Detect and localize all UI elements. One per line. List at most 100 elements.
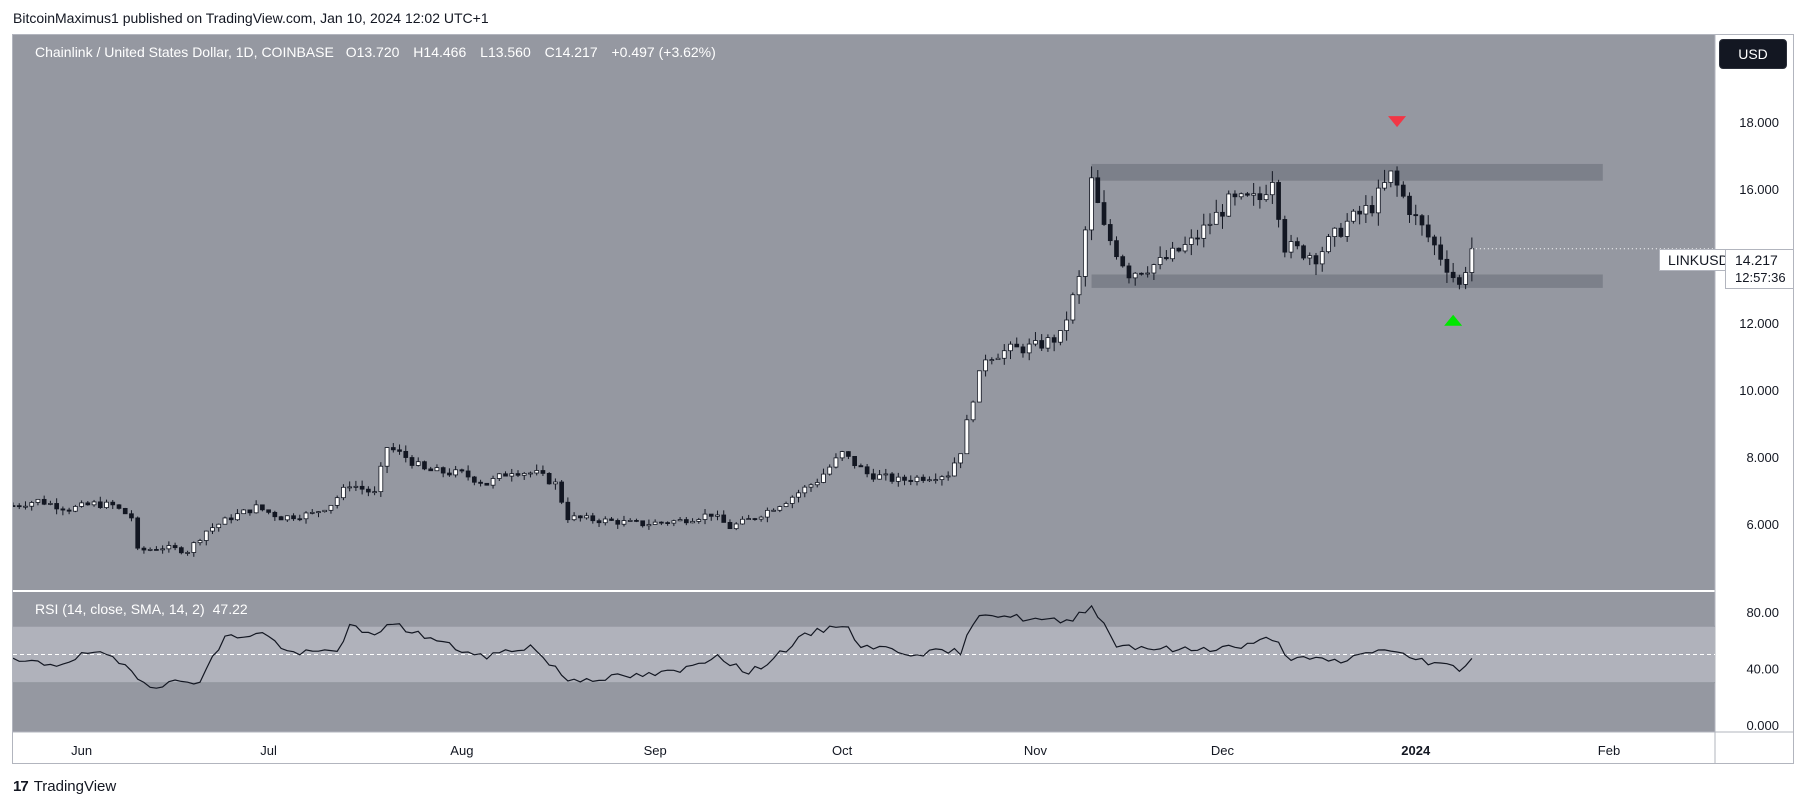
candle-body	[833, 457, 839, 468]
candle-body	[615, 520, 621, 525]
candle-body	[721, 514, 727, 523]
candle-body	[122, 507, 128, 515]
candle-body	[877, 474, 882, 480]
candle-body	[372, 491, 377, 494]
candle-body	[1301, 245, 1306, 259]
candle-body	[1407, 195, 1412, 215]
candle-body	[496, 473, 502, 479]
price-axis-bg[interactable]	[1715, 35, 1793, 763]
symbol-label: LINKUSD	[1659, 249, 1738, 271]
price-axis-tick: 12.000	[1739, 316, 1779, 331]
candle-body	[1151, 264, 1157, 274]
candle-body	[1145, 272, 1150, 275]
candle-body	[534, 470, 540, 474]
candle-body	[1276, 182, 1281, 220]
candle-body	[303, 512, 309, 520]
candle-body	[1107, 224, 1113, 242]
candle-body	[827, 466, 833, 475]
candle-body	[472, 476, 477, 483]
candle-body	[540, 470, 546, 474]
candle-body	[484, 482, 490, 486]
candle-body	[627, 520, 633, 522]
candle-body	[129, 513, 134, 519]
candle-body	[178, 547, 184, 554]
candle-body	[808, 484, 814, 488]
time-axis-tick: Jul	[260, 743, 277, 758]
time-axis-tick: Dec	[1211, 743, 1235, 758]
candle-body	[1263, 194, 1269, 201]
candle-body	[1251, 193, 1256, 196]
candle-body	[970, 401, 976, 421]
candle-body	[690, 521, 695, 524]
candle-body	[1400, 184, 1406, 197]
candle-body	[696, 519, 702, 522]
candle-body	[447, 472, 452, 476]
candle-body	[596, 520, 602, 524]
candle-body	[29, 502, 35, 507]
candle-body	[228, 517, 234, 521]
candle-body	[802, 486, 808, 494]
candle-body	[565, 501, 571, 521]
candle-body	[864, 466, 870, 475]
time-axis-tick: Jun	[71, 743, 92, 758]
candle-body	[1176, 247, 1182, 252]
candle-body	[1307, 255, 1313, 259]
candle-body	[415, 461, 421, 466]
candle-body	[1014, 343, 1020, 348]
candle-body	[1245, 193, 1250, 196]
currency-button[interactable]: USD	[1719, 39, 1787, 69]
candle-body	[241, 509, 247, 515]
candle-body	[397, 449, 402, 452]
resistance-zone[interactable]	[1091, 163, 1603, 181]
price-pane-bg[interactable]	[13, 35, 1715, 591]
candle-body	[677, 519, 683, 522]
time-axis-tick: Oct	[832, 743, 853, 758]
candle-body	[889, 473, 895, 482]
candle-body	[1008, 343, 1013, 352]
candle-body	[758, 516, 764, 520]
candle-body	[665, 522, 670, 524]
candle-body	[110, 501, 116, 506]
candle-body	[79, 502, 84, 507]
candle-body	[683, 519, 689, 524]
brand-name: TradingView	[33, 778, 117, 795]
candle-body	[459, 469, 465, 472]
candle-body	[378, 465, 384, 493]
candle-body	[1257, 193, 1263, 201]
candle-body	[902, 476, 907, 481]
candle-body	[359, 485, 365, 490]
candle-body	[48, 503, 53, 505]
candle-body	[553, 481, 558, 485]
candle-body	[933, 479, 939, 482]
support-zone[interactable]	[1091, 274, 1603, 288]
candle-body	[1089, 177, 1094, 231]
candle-body	[390, 447, 396, 451]
candle-body	[908, 479, 914, 482]
candle-body	[278, 516, 284, 521]
ohlc-low-label: L	[480, 44, 488, 60]
candle-body	[503, 473, 508, 477]
candle-body	[1332, 227, 1338, 238]
candle-body	[1363, 205, 1369, 215]
candle-body	[1463, 272, 1468, 285]
candle-body	[584, 515, 589, 519]
candle-body	[434, 467, 440, 472]
candle-body	[1195, 237, 1200, 240]
chart-canvas[interactable]: 6.0008.00010.00012.00014.00016.00018.000…	[13, 35, 1793, 763]
candle-body	[733, 523, 739, 530]
tradingview-logo-icon: 17	[13, 778, 29, 795]
ohlc-close-value: 14.217	[554, 44, 598, 60]
tradingview-brand[interactable]: 17 TradingView	[13, 778, 116, 795]
candle-body	[1132, 272, 1138, 279]
candle-body	[1351, 210, 1356, 222]
time-axis-bg[interactable]	[13, 732, 1715, 763]
candle-body	[821, 473, 826, 483]
candle-body	[422, 461, 427, 470]
candle-body	[1394, 170, 1400, 186]
candle-body	[203, 530, 209, 541]
candle-body	[403, 450, 409, 458]
candle-body	[41, 498, 47, 505]
candle-body	[1064, 319, 1069, 331]
candle-body	[546, 473, 552, 485]
candle-body	[1270, 182, 1275, 196]
